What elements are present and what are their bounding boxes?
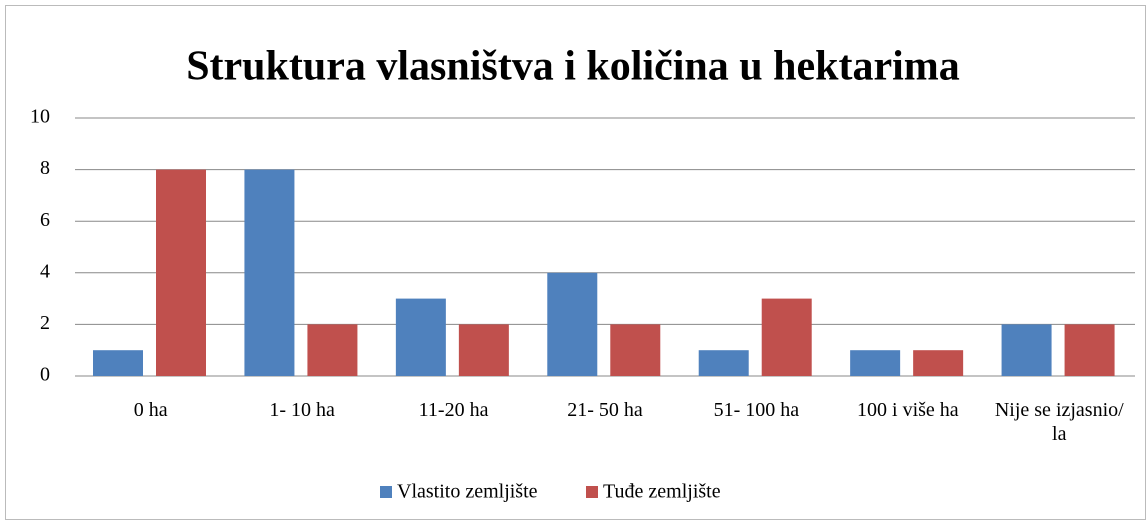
bar bbox=[395, 298, 446, 376]
x-tick-label: 21- 50 ha bbox=[567, 399, 643, 421]
bar bbox=[156, 169, 206, 376]
x-tick-label: 51- 100 ha bbox=[713, 399, 800, 421]
x-tick-label: 0 ha bbox=[133, 399, 168, 421]
y-tick-label: 0 bbox=[40, 364, 50, 386]
bar bbox=[1001, 324, 1052, 376]
chart-title: Struktura vlasništva i količina u hektar… bbox=[186, 44, 960, 90]
y-tick-label: 6 bbox=[40, 209, 50, 231]
bar bbox=[1064, 324, 1115, 376]
legend-label: Vlastito zemljište bbox=[397, 481, 538, 503]
x-tick-label: 11-20 ha bbox=[418, 399, 489, 421]
legend-swatch bbox=[586, 486, 598, 498]
bar bbox=[610, 324, 661, 376]
y-tick-label: 2 bbox=[40, 312, 50, 334]
bar bbox=[547, 272, 598, 376]
y-tick-label: 10 bbox=[30, 106, 50, 128]
legend-swatch bbox=[380, 486, 392, 498]
x-tick-label: 1- 10 ha bbox=[269, 399, 335, 421]
bar bbox=[913, 350, 964, 376]
bar bbox=[458, 324, 509, 376]
bar bbox=[244, 169, 295, 376]
bar bbox=[93, 350, 143, 376]
bar bbox=[698, 350, 749, 376]
y-tick-label: 8 bbox=[40, 157, 50, 179]
legend-label: Tuđe zemljište bbox=[603, 481, 721, 503]
y-tick-label: 4 bbox=[40, 260, 50, 282]
bar bbox=[307, 324, 358, 376]
x-tick-label: 100 i više ha bbox=[857, 399, 959, 421]
bar bbox=[850, 350, 901, 376]
x-tick-label: Nije se izjasnio/ la bbox=[994, 399, 1124, 445]
bar bbox=[761, 298, 812, 376]
